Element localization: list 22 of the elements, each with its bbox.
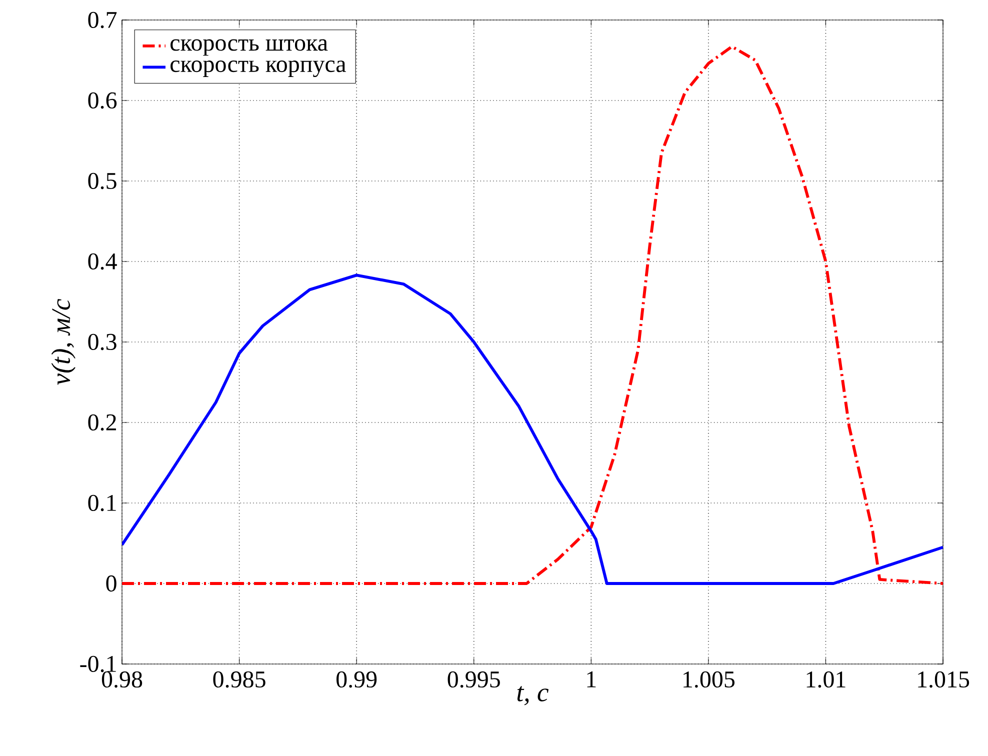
y-tick-label: 0.4 [88, 253, 117, 270]
y-axis-title: v(t), м/с [51, 298, 76, 385]
y-tick-label: 0.7 [88, 12, 117, 28]
x-tick-label: 0.98 [102, 671, 142, 688]
x-tick-label: 0.99 [336, 671, 377, 688]
y-tick-label: 0.6 [88, 92, 117, 109]
legend-label: скорость штока [170, 39, 328, 56]
x-tick-label: 1.01 [806, 671, 846, 688]
y-tick-label: 0.3 [88, 334, 116, 350]
x-tick-label: 0.995 [448, 671, 500, 688]
legend-label: скорость корпуса [170, 60, 346, 78]
line-series [122, 274, 943, 585]
y-tick-label: 0.5 [88, 172, 116, 190]
x-tick-label: 1 [587, 671, 596, 688]
x-tick-label: 0.985 [213, 671, 266, 688]
y-tick-label: -0.1 [80, 656, 116, 672]
x-tick-label: 1.005 [684, 671, 734, 688]
y-tick-label: 0.2 [88, 414, 116, 431]
x-axis-title: t, с [517, 686, 549, 706]
y-tick-label: 0.1 [88, 494, 116, 512]
y-tick-label: 0 [106, 575, 116, 592]
x-tick-label: 1.015 [918, 671, 970, 688]
